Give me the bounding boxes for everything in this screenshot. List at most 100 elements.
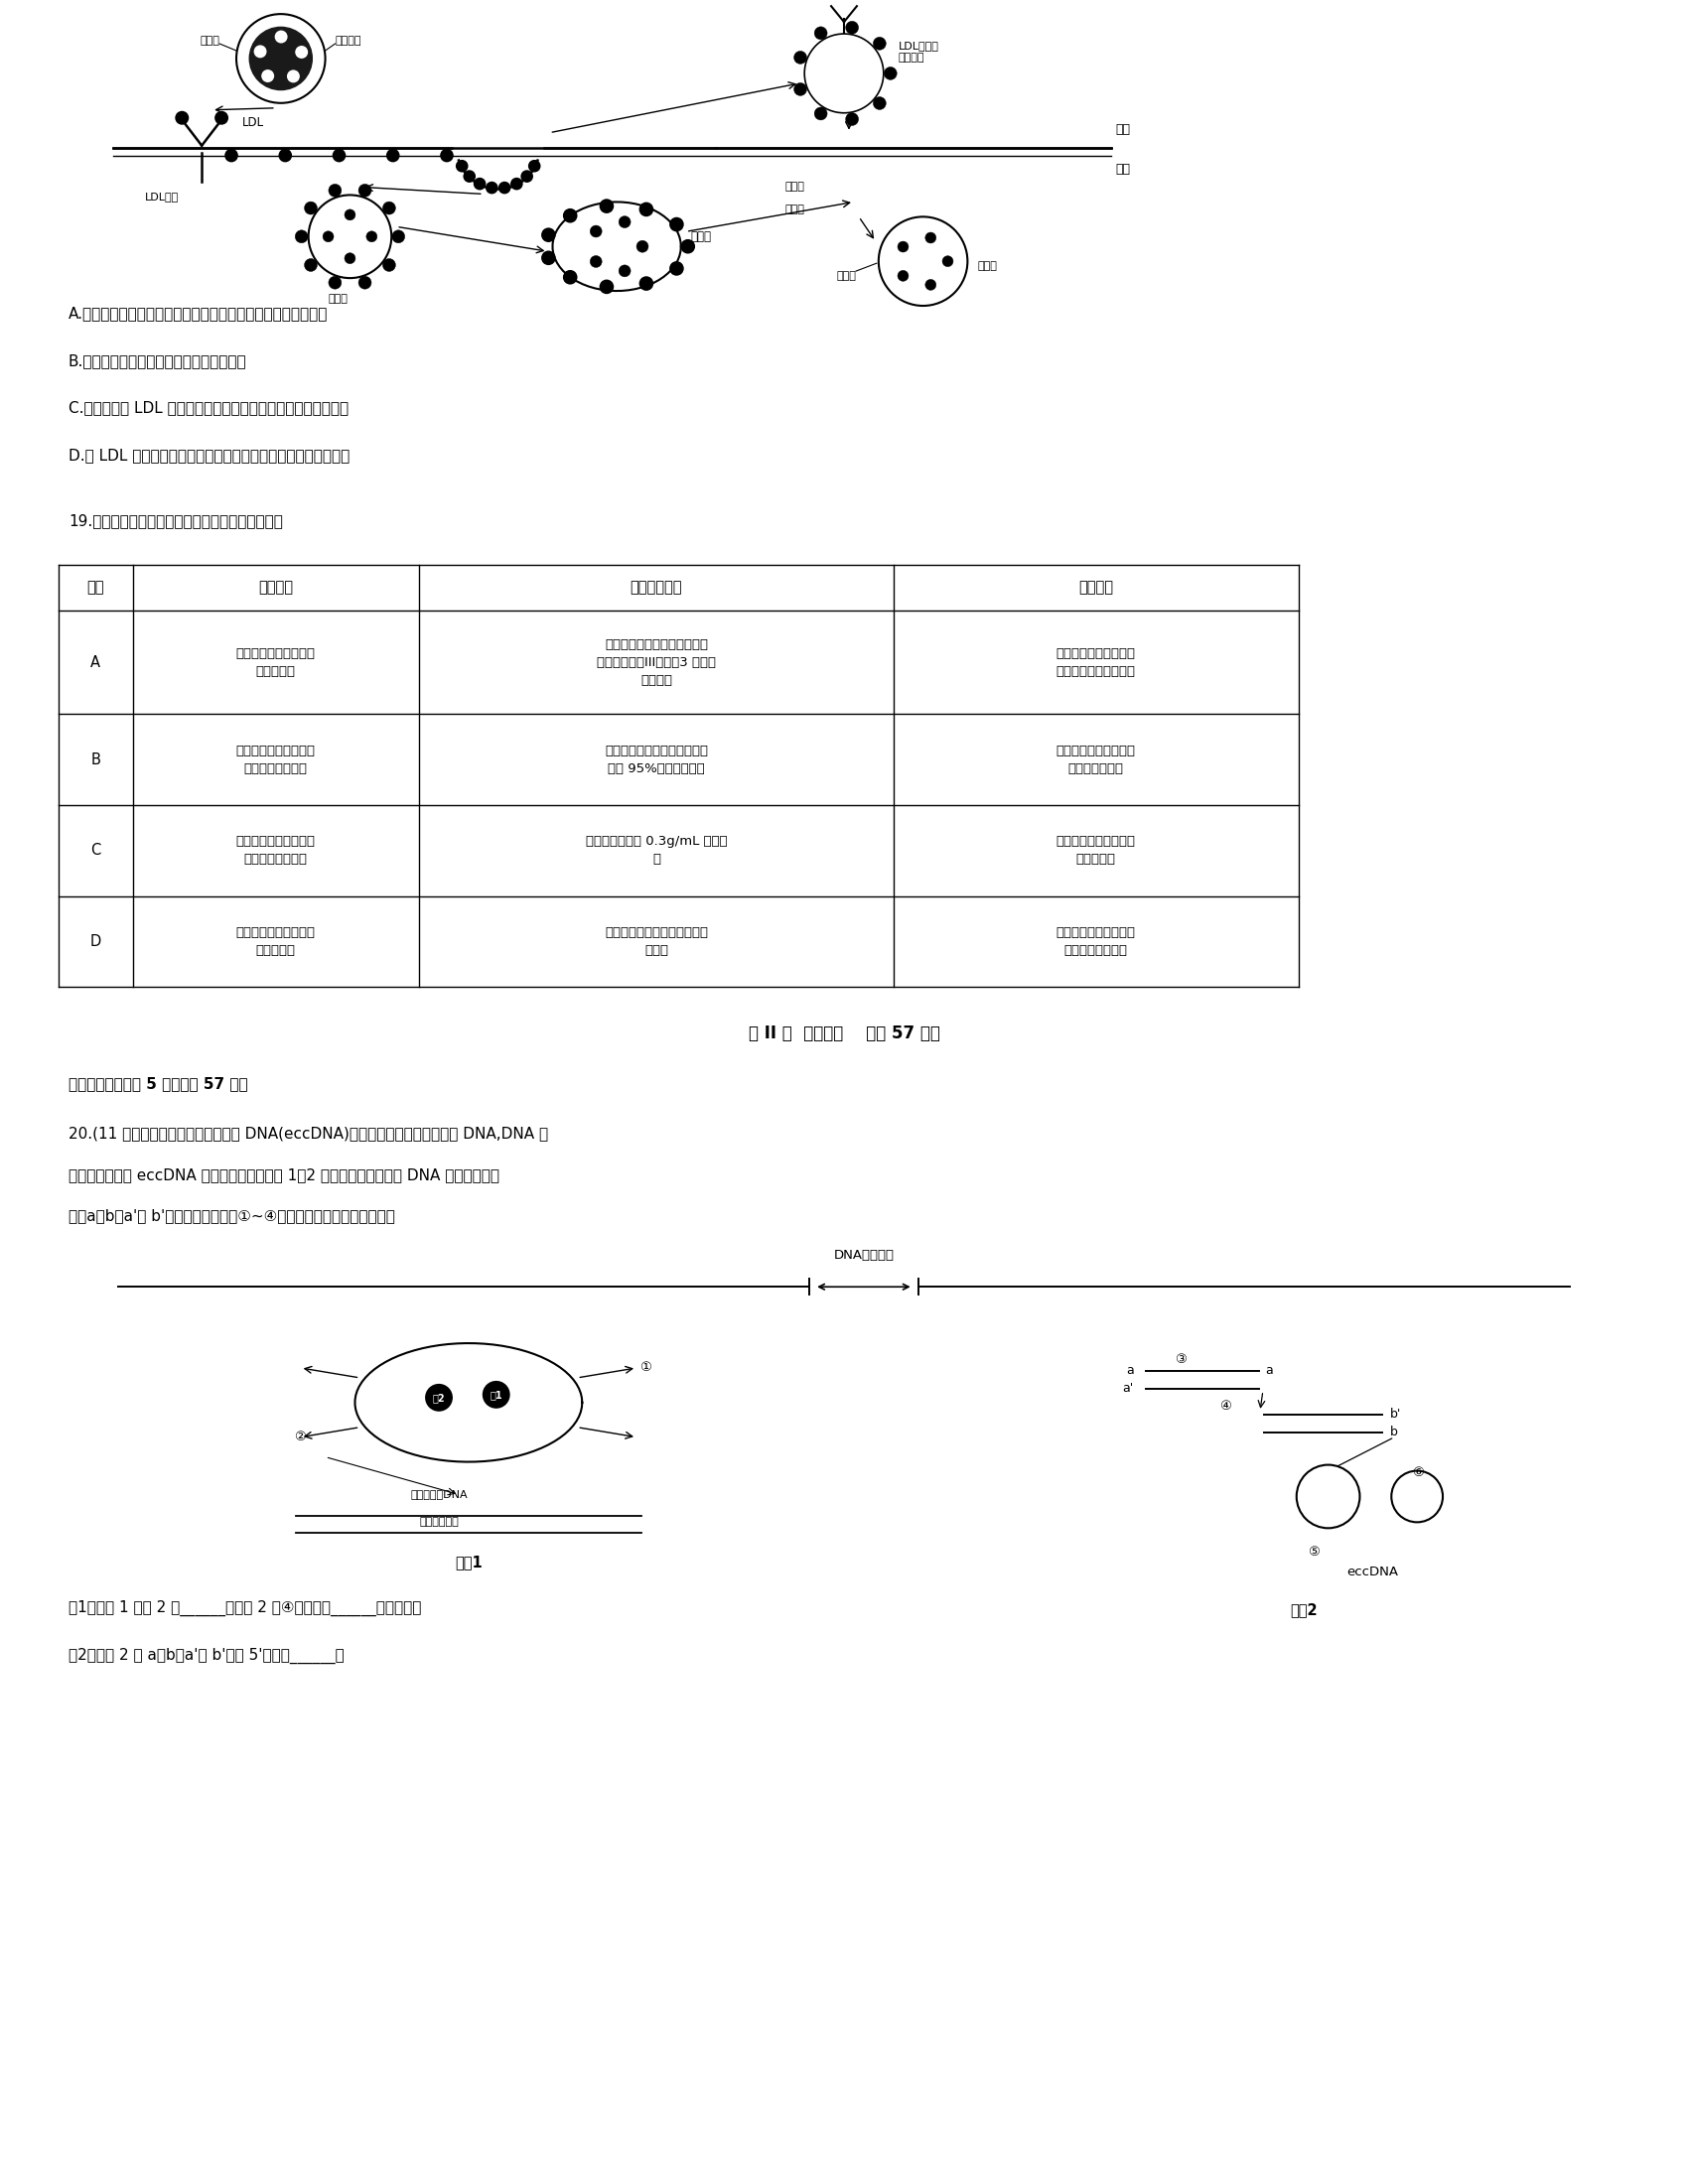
Text: b: b	[1391, 1426, 1398, 1439]
Text: 胞内: 胞内	[1116, 164, 1131, 175]
Circle shape	[344, 253, 356, 264]
Text: 可以观察到椭球形的叶
绿体围绕液泡运动: 可以观察到椭球形的叶 绿体围绕液泡运动	[1057, 926, 1136, 957]
Circle shape	[358, 183, 371, 197]
Circle shape	[392, 229, 405, 242]
Circle shape	[898, 271, 908, 282]
Text: 将花生子叶切片放在载玻片上
直接滴加苏丹III染液，3 分钟后
洗去浮色: 将花生子叶切片放在载玻片上 直接滴加苏丹III染液，3 分钟后 洗去浮色	[596, 638, 716, 686]
Circle shape	[601, 280, 613, 293]
Circle shape	[542, 229, 555, 242]
Circle shape	[1391, 1470, 1443, 1522]
Text: a: a	[1126, 1365, 1134, 1378]
Circle shape	[591, 256, 603, 266]
Circle shape	[456, 162, 468, 173]
Circle shape	[846, 22, 859, 35]
Circle shape	[425, 1385, 452, 1411]
Circle shape	[873, 37, 886, 50]
Circle shape	[366, 232, 376, 242]
Circle shape	[528, 162, 540, 173]
Circle shape	[474, 179, 484, 190]
Text: eccDNA: eccDNA	[1347, 1566, 1398, 1579]
Circle shape	[846, 114, 859, 124]
Text: 20.(11 分）真核细胞内染色体外环状 DNA(eccDNA)是游离于染色体基因组外的 DNA,DNA 的: 20.(11 分）真核细胞内染色体外环状 DNA(eccDNA)是游离于染色体基…	[68, 1125, 549, 1140]
Text: ②: ②	[294, 1431, 306, 1444]
Text: a: a	[1264, 1365, 1273, 1378]
Text: 观察到细胞的角隅处充
满红色溶液: 观察到细胞的角隅处充 满红色溶液	[1057, 834, 1136, 867]
Circle shape	[333, 149, 344, 162]
Text: 选项: 选项	[86, 581, 105, 594]
Circle shape	[522, 170, 532, 181]
Circle shape	[873, 96, 886, 109]
Text: 滴加含红墨水的 0.3g/mL 蔗糖溶
液: 滴加含红墨水的 0.3g/mL 蔗糖溶 液	[586, 834, 728, 867]
Text: A: A	[91, 655, 101, 670]
Circle shape	[304, 201, 317, 214]
Circle shape	[262, 70, 273, 83]
Text: a': a'	[1123, 1382, 1134, 1396]
Text: 子叶细胞内和细胞间隙
都能观察到橘黄色颗粒: 子叶细胞内和细胞间隙 都能观察到橘黄色颗粒	[1057, 646, 1136, 677]
Text: ③: ③	[1175, 1354, 1187, 1365]
Circle shape	[885, 68, 896, 81]
Circle shape	[925, 280, 937, 290]
Text: C.进入细胞后 LDL 及其受体被转运至溶酶体内分解释放出胆固醇: C.进入细胞后 LDL 及其受体被转运至溶酶体内分解释放出胆固醇	[68, 400, 348, 415]
Circle shape	[814, 107, 827, 120]
Circle shape	[329, 275, 341, 288]
Circle shape	[511, 179, 522, 190]
Circle shape	[214, 111, 228, 124]
Circle shape	[805, 33, 883, 114]
Text: （1）途径 1 中酶 2 为______，途径 2 中④过程需要______酶的作用。: （1）途径 1 中酶 2 为______，途径 2 中④过程需要______酶的…	[68, 1601, 422, 1616]
Text: 实验内容: 实验内容	[258, 581, 294, 594]
Text: C: C	[91, 843, 101, 858]
Circle shape	[309, 194, 392, 277]
Text: 胆固醇: 胆固醇	[199, 35, 219, 46]
Circle shape	[441, 149, 452, 162]
Text: 况，a、b、a'和 b'表示子链的两端，①~④表示生理过程。请据图回答。: 况，a、b、a'和 b'表示子链的两端，①~④表示生理过程。请据图回答。	[68, 1208, 395, 1223]
Circle shape	[486, 181, 498, 192]
Text: A.胆固醇除了参与血液中脂质的运输外还参与构成动植物细胞膜: A.胆固醇除了参与血液中脂质的运输外还参与构成动植物细胞膜	[68, 306, 327, 321]
Text: 胆固醇: 胆固醇	[836, 271, 856, 282]
Circle shape	[640, 203, 653, 216]
Text: ④: ④	[1219, 1400, 1231, 1413]
Text: 在研磨时加入无水碳酸钠处理
过的 95%酒精作提取液: 在研磨时加入无水碳酸钠处理 过的 95%酒精作提取液	[604, 745, 707, 775]
Circle shape	[322, 232, 334, 242]
Text: 转运至: 转运至	[785, 181, 805, 192]
Text: （2）途径 2 中 a、b、a'和 b'中为 5'端的是______。: （2）途径 2 中 a、b、a'和 b'中为 5'端的是______。	[68, 1647, 344, 1664]
Text: 胞内体: 胞内体	[690, 229, 712, 242]
Circle shape	[383, 258, 395, 271]
Circle shape	[942, 256, 954, 266]
Circle shape	[500, 181, 510, 192]
Text: 载脂蛋白: 载脂蛋白	[336, 35, 361, 46]
Text: 观察黑藻叶片中叶绿体
形态和分布: 观察黑藻叶片中叶绿体 形态和分布	[236, 926, 316, 957]
Text: B.胆固醇通过自由扩散的方式进入组织细胞: B.胆固醇通过自由扩散的方式进入组织细胞	[68, 354, 246, 369]
Circle shape	[898, 240, 908, 251]
Text: LDL受体经
回细胞膜: LDL受体经 回细胞膜	[898, 41, 939, 63]
Circle shape	[619, 216, 631, 227]
Circle shape	[236, 13, 326, 103]
Text: 箭头方向为DNA: 箭头方向为DNA	[410, 1489, 468, 1500]
Text: ①: ①	[640, 1361, 652, 1374]
Circle shape	[793, 83, 807, 96]
Text: 途径1: 途径1	[454, 1555, 483, 1570]
Circle shape	[636, 240, 648, 253]
Circle shape	[279, 149, 290, 162]
Text: ⑥: ⑥	[1413, 1465, 1425, 1479]
Circle shape	[464, 170, 474, 181]
Circle shape	[226, 149, 238, 162]
Circle shape	[640, 277, 653, 290]
Circle shape	[287, 70, 300, 83]
Text: LDL受体: LDL受体	[145, 192, 179, 201]
Text: b': b'	[1391, 1409, 1401, 1422]
Text: 观察花生子叶组织细胞
中脂肪颗粒: 观察花生子叶组织细胞 中脂肪颗粒	[236, 646, 316, 677]
Text: 损伤可能会导致 eccDNA 的形成。下图中途径 1、2 分别表示真核细胞中 DNA 复制的两种情: 损伤可能会导致 eccDNA 的形成。下图中途径 1、2 分别表示真核细胞中 D…	[68, 1166, 500, 1182]
Circle shape	[814, 26, 827, 39]
Circle shape	[176, 111, 189, 124]
Text: 溶酶体: 溶酶体	[977, 262, 998, 271]
Circle shape	[253, 46, 267, 59]
Text: 酶2: 酶2	[432, 1393, 446, 1402]
Text: 溶酶体: 溶酶体	[785, 205, 805, 214]
Circle shape	[542, 251, 555, 264]
Circle shape	[591, 225, 603, 238]
Circle shape	[925, 232, 937, 242]
Circle shape	[275, 31, 287, 44]
Text: D: D	[89, 935, 101, 950]
Circle shape	[304, 258, 317, 271]
Circle shape	[793, 50, 807, 63]
